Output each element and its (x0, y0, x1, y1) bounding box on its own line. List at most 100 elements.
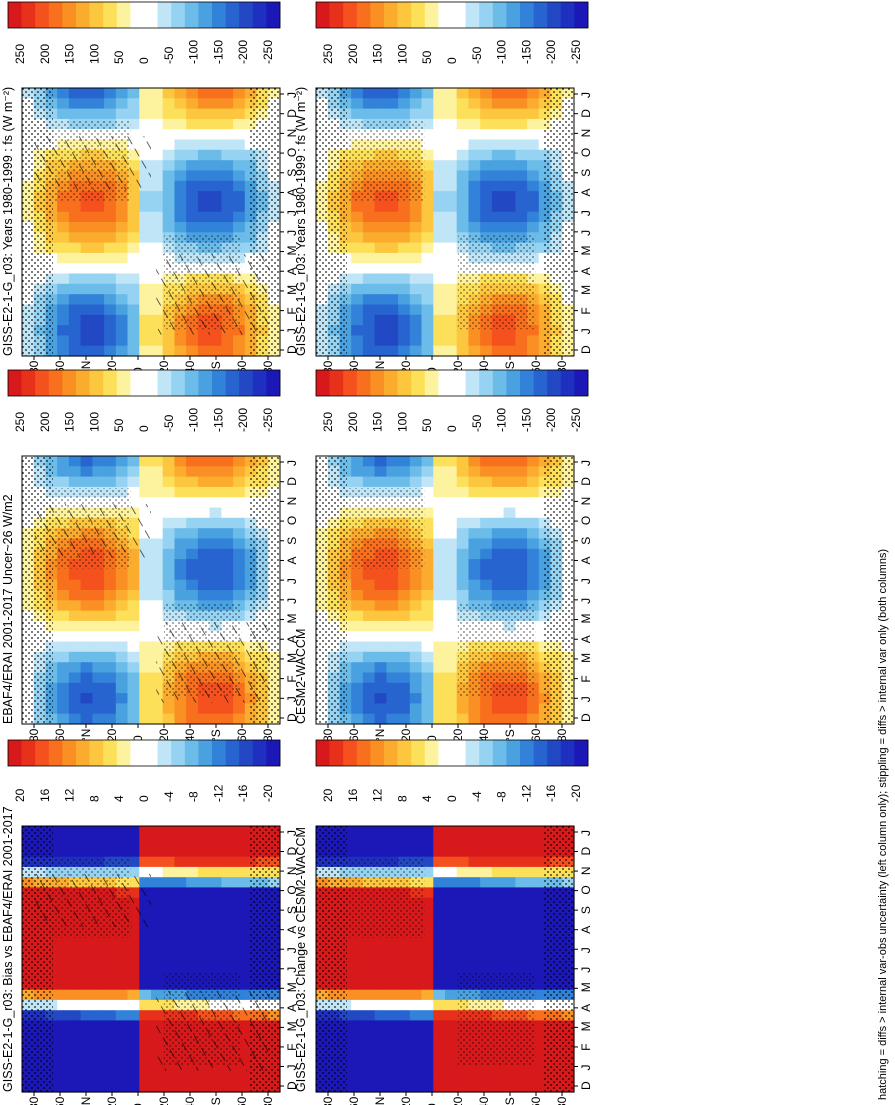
heatmap-cell (151, 907, 164, 919)
heatmap-cell (139, 959, 152, 970)
heatmap-cell (174, 497, 187, 509)
heatmap-cell (80, 335, 93, 347)
heatmap-cell (362, 232, 376, 244)
heatmap-cell (233, 703, 246, 715)
heatmap-cell (80, 304, 93, 316)
heatmap-cell (445, 866, 458, 878)
colorbar-swatch (103, 2, 118, 28)
heatmap-cell (151, 1071, 164, 1083)
heatmap-cell (491, 907, 505, 919)
heatmap-cell (421, 600, 434, 612)
heatmap-cell (421, 211, 434, 223)
heatmap-cell (197, 476, 211, 488)
heatmap-cell (115, 662, 129, 674)
heatmap-cell (515, 1081, 528, 1093)
heatmap-cell (491, 170, 505, 182)
heatmap-cell (209, 486, 222, 498)
heatmap-cell (421, 507, 434, 519)
heatmap-cell (398, 826, 411, 837)
heatmap-cell (127, 866, 140, 878)
heatmap-cell (68, 672, 82, 684)
heatmap-cell (433, 486, 446, 498)
heatmap-cell (139, 1010, 152, 1021)
heatmap-cell (351, 88, 364, 99)
heatmap-cell (221, 559, 234, 570)
heatmap-cell (374, 252, 387, 264)
heatmap-cell (362, 345, 376, 357)
heatmap-cell (151, 486, 164, 498)
heatmap-cell (445, 918, 458, 929)
heatmap-cell (92, 651, 105, 663)
heatmap-cell (468, 590, 481, 601)
heatmap-cell (421, 672, 434, 684)
heatmap-cell (80, 294, 93, 306)
heatmap-cell (162, 1071, 175, 1083)
heatmap-cell (456, 108, 469, 120)
heatmap-cell (127, 497, 140, 509)
heatmap-cell (209, 497, 222, 509)
heatmap-cell (445, 610, 458, 622)
heatmap-cell (398, 999, 411, 1011)
heatmap-cell (186, 1071, 199, 1083)
heatmap-cell (57, 600, 70, 612)
colorbar-swatch (198, 2, 213, 28)
heatmap-cell (104, 1040, 117, 1052)
heatmap-cell (503, 149, 516, 161)
heatmap-cell (197, 713, 211, 725)
heatmap-cell (491, 88, 505, 99)
heatmap-cell (139, 569, 152, 581)
panel-left-top: 8060°N2002040°S6080DJFMAMJJASONDJGISS-E2… (1, 1, 299, 374)
month-tick-label: J (285, 210, 299, 216)
heatmap-cell (233, 866, 246, 878)
heatmap-cell (491, 345, 505, 357)
heatmap-cell (503, 1071, 516, 1083)
colorbar-swatch (8, 2, 22, 28)
heatmap-cell (92, 325, 105, 336)
colorbar-tick-label: 250 (321, 412, 335, 432)
heatmap-cell (503, 180, 516, 192)
heatmap-cell (351, 476, 364, 488)
heatmap-cell (480, 118, 493, 130)
heatmap-cell (221, 170, 234, 182)
heatmap-cell (209, 88, 222, 99)
heatmap-cell (221, 826, 234, 837)
heatmap-cell (515, 180, 528, 192)
heatmap-cell (127, 211, 140, 223)
heatmap-cell (174, 507, 187, 519)
heatmap-cell (197, 579, 211, 591)
heatmap-cell (491, 222, 505, 233)
heatmap-cell (433, 703, 446, 715)
heatmap-cell (92, 1040, 105, 1052)
heatmap-cell (197, 139, 211, 151)
heatmap-cell (386, 948, 399, 960)
heatmap-cell (68, 345, 82, 357)
heatmap-cell (386, 456, 399, 467)
heatmap-cell (233, 846, 246, 858)
heatmap-cell (398, 693, 411, 704)
heatmap-cell (209, 856, 222, 868)
heatmap-cell (398, 938, 411, 950)
panel-title: GISS-E2-1-G_r03: Change vs CESM2-WACCM (294, 827, 308, 1092)
heatmap-cell (409, 620, 423, 632)
heatmap-cell (456, 180, 469, 192)
heatmap-cell (421, 191, 434, 202)
heatmap-cell (409, 1040, 423, 1052)
heatmap-cell (68, 222, 82, 233)
heatmap-cell (115, 283, 129, 295)
colorbar-tick-label: 200 (346, 412, 360, 432)
heatmap-cell (104, 88, 117, 99)
heatmap-cell (456, 129, 469, 141)
heatmap-cell (468, 98, 481, 110)
stippling-region (543, 826, 574, 1092)
heatmap-cell (445, 517, 458, 529)
colorbar-tick-label: 50 (420, 418, 434, 432)
heatmap-cell (515, 538, 528, 550)
heatmap-cell (421, 283, 434, 295)
heatmap-cell (139, 345, 152, 357)
colorbar-swatch (35, 740, 50, 766)
lat-tick-label: 60 (347, 1096, 361, 1105)
heatmap-cell (80, 579, 93, 591)
heatmap-cell (209, 108, 222, 120)
month-tick-label: J (285, 830, 299, 836)
